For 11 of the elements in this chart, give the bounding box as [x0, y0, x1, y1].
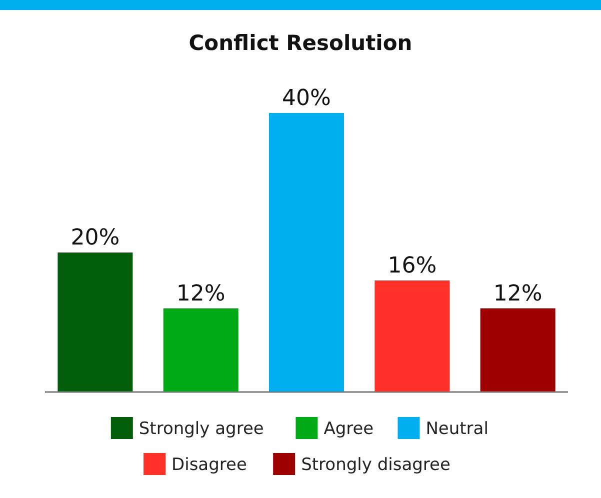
legend-label: Neutral: [426, 419, 488, 439]
data-label: 16%: [388, 253, 437, 278]
legend-label: Disagree: [172, 455, 247, 475]
data-label: 40%: [282, 86, 331, 111]
data-label: 20%: [70, 226, 120, 250]
legend-label: Agree: [324, 419, 374, 439]
legend-label: Strongly disagree: [301, 455, 450, 475]
legend-label: Strongly agree: [138, 419, 264, 439]
chart-title: Conflict Resolution: [188, 31, 412, 55]
data-label: 12%: [176, 281, 226, 306]
data-label: 12%: [493, 281, 542, 306]
